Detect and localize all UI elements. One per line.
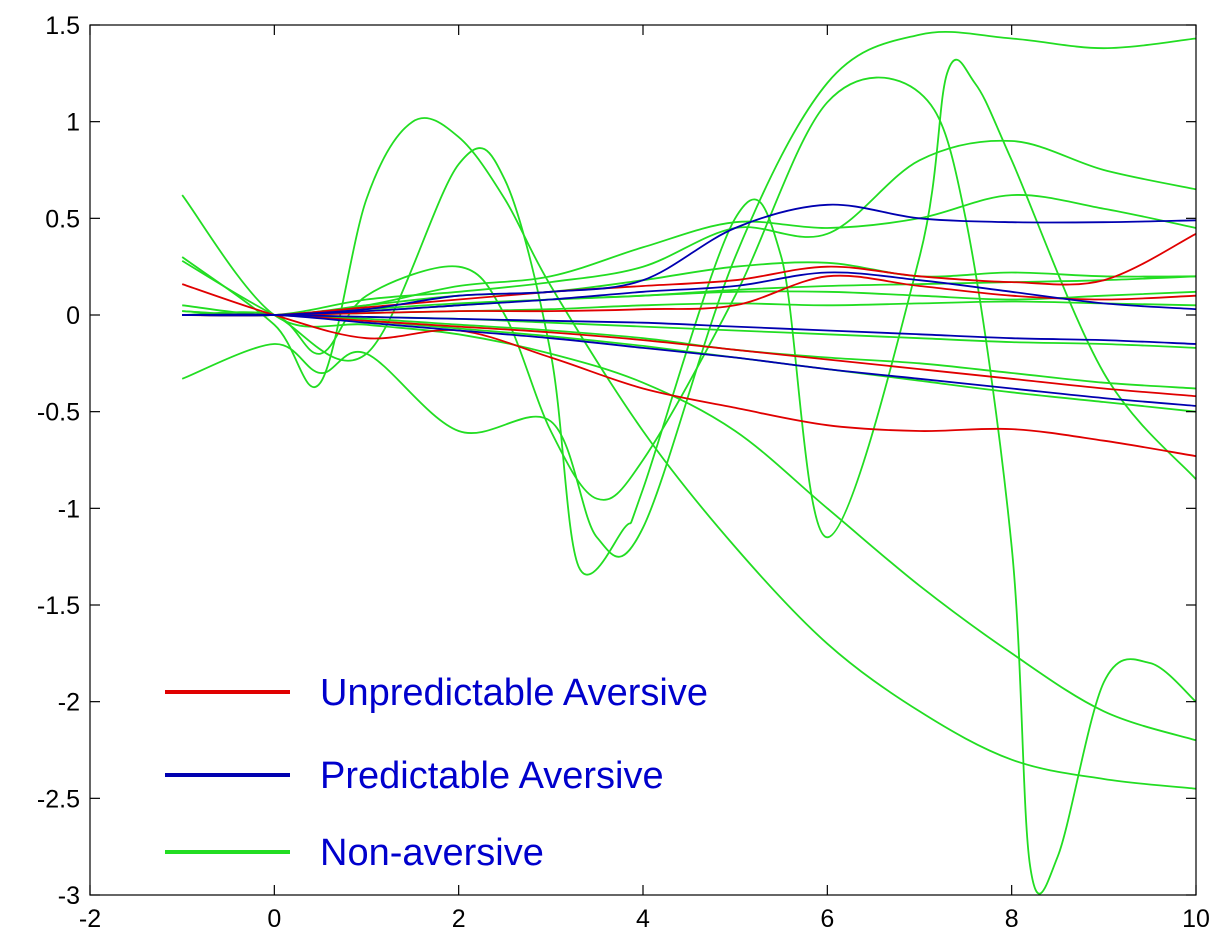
legend-label-0: Unpredictable Aversive bbox=[320, 672, 708, 714]
y-tick-label: 1.5 bbox=[45, 12, 80, 40]
y-tick-label: -2.5 bbox=[37, 785, 80, 813]
series-line-predictable-aversive-21 bbox=[182, 313, 1197, 345]
legend-label-2: Non-aversive bbox=[320, 832, 544, 874]
x-tick-label: -2 bbox=[79, 905, 101, 933]
x-tick-label: 0 bbox=[267, 905, 281, 933]
series-line-non-aversive-3 bbox=[181, 30, 1197, 558]
y-tick-label: -1.5 bbox=[37, 592, 80, 620]
series-line-unpredictable-aversive-16 bbox=[182, 313, 1197, 398]
x-tick-label: 10 bbox=[1182, 905, 1210, 933]
series-line-unpredictable-aversive-17 bbox=[182, 274, 1197, 317]
series-line-non-aversive-4 bbox=[181, 58, 1197, 576]
series-line-non-aversive-2 bbox=[182, 76, 1197, 895]
x-tick-label: 6 bbox=[820, 905, 834, 933]
x-tick-label: 8 bbox=[1005, 905, 1019, 933]
series-line-non-aversive-6 bbox=[182, 139, 1197, 317]
series-line-non-aversive-0 bbox=[181, 194, 1197, 742]
y-tick-label: 0.5 bbox=[45, 205, 80, 233]
series-line-predictable-aversive-18 bbox=[182, 203, 1197, 317]
series-layer bbox=[181, 30, 1197, 895]
y-tick-label: 1 bbox=[66, 109, 80, 137]
legend: Unpredictable Aversive Predictable Aversi… bbox=[165, 672, 708, 874]
series-line-unpredictable-aversive-14 bbox=[181, 283, 1197, 457]
y-tick-label: 0 bbox=[66, 302, 80, 330]
x-tick-label: 4 bbox=[636, 905, 650, 933]
legend-label-1: Predictable Aversive bbox=[320, 755, 664, 797]
series-line-non-aversive-1 bbox=[181, 117, 1197, 790]
series-line-predictable-aversive-19 bbox=[182, 313, 1197, 407]
y-tick-label: -1 bbox=[58, 495, 80, 523]
series-line-predictable-aversive-20 bbox=[182, 271, 1197, 317]
axes-layer: -2 0 2 4 6 8 10 1.5 1 0.5 0 -0.5 -1 -1.5 -2 -2.5 -3 bbox=[37, 12, 1210, 933]
y-tick-label: -2 bbox=[58, 689, 80, 717]
x-tick-label: 2 bbox=[452, 905, 466, 933]
y-tick-label: -3 bbox=[58, 882, 80, 910]
series-line-unpredictable-aversive-15 bbox=[182, 232, 1197, 317]
series-line-non-aversive-7 bbox=[182, 261, 1197, 316]
y-tick-label: -0.5 bbox=[37, 399, 80, 427]
